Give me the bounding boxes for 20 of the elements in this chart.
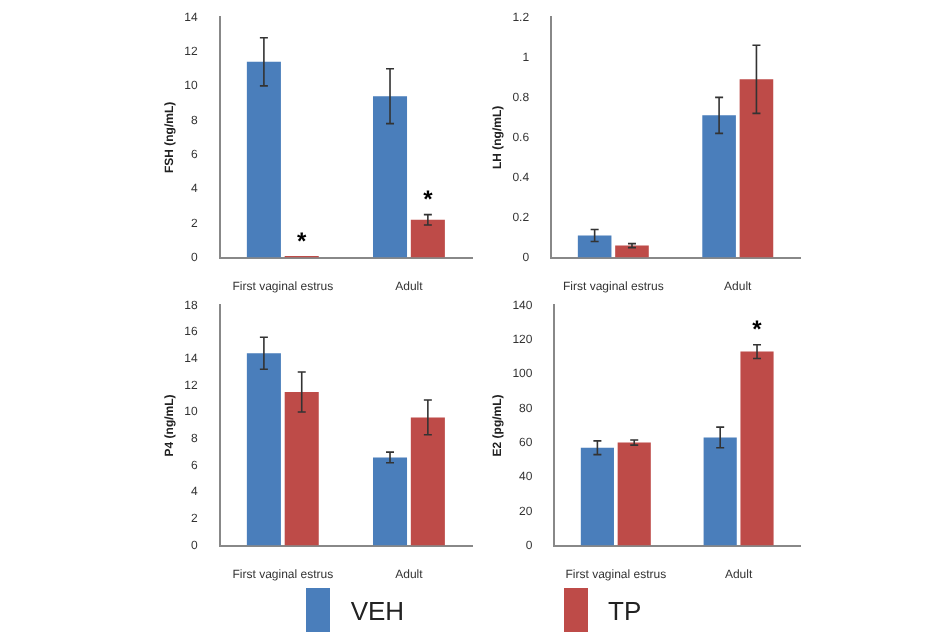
bar xyxy=(580,447,614,546)
bar xyxy=(284,392,319,546)
bar xyxy=(246,61,281,258)
bar xyxy=(372,96,408,258)
bar xyxy=(740,351,774,546)
annotation: * xyxy=(423,185,434,214)
bar xyxy=(703,437,737,546)
bar xyxy=(410,219,445,258)
bar xyxy=(372,457,408,546)
bar xyxy=(617,442,651,546)
bar xyxy=(577,235,612,258)
bar xyxy=(702,115,736,258)
bar xyxy=(246,353,281,546)
annotation: * xyxy=(752,315,763,344)
legend-label: VEH xyxy=(350,595,405,625)
bar xyxy=(615,245,649,258)
bar xyxy=(410,417,445,546)
annotation: * xyxy=(297,226,308,255)
legend-label: TP xyxy=(608,595,642,625)
bar xyxy=(739,79,774,258)
